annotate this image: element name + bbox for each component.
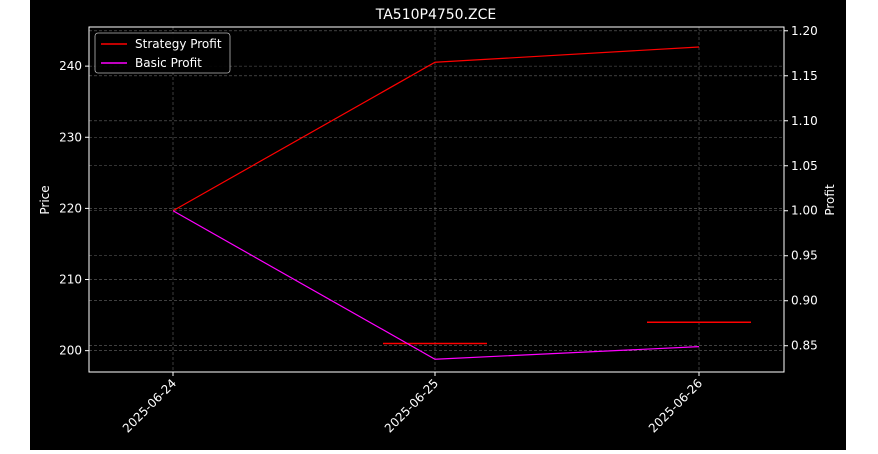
series-line-basic-profit: [172, 210, 700, 360]
chart-title: TA510P4750.ZCE: [375, 7, 497, 23]
left-y-tick-label: 230: [59, 130, 82, 144]
chart-svg: TA510P4750.ZCE 2025-06-24 2025-06-25 2025-…: [38, 7, 837, 435]
left-y-tick-label: 220: [59, 201, 82, 215]
legend: Strategy Profit Basic Profit: [94, 32, 231, 74]
right-y-tick-label: 1.05: [791, 159, 818, 173]
right-y-tick-label: 1.20: [791, 24, 818, 38]
plot-frame: [88, 26, 785, 373]
price-bars: [383, 321, 751, 345]
x-tick-label: 2025-06-24: [120, 376, 179, 435]
right-y-tick-label: 1.15: [791, 69, 818, 83]
right-y-tick-label: 0.95: [791, 249, 818, 263]
legend-box: [94, 32, 231, 74]
right-axis-label: Profit: [823, 184, 837, 216]
grid: [89, 27, 784, 372]
right-y-tick-label: 0.85: [791, 339, 818, 353]
right-y-tick-label: 0.90: [791, 294, 818, 308]
right-y-tick-label: 1.10: [791, 114, 818, 128]
chart-figure: TA510P4750.ZCE 2025-06-24 2025-06-25 2025-…: [30, 0, 846, 450]
left-y-tick-label: 240: [59, 59, 82, 73]
right-y-tick-label: 1.00: [791, 204, 818, 218]
x-tick-label: 2025-06-26: [646, 376, 705, 435]
legend-label: Basic Profit: [135, 56, 202, 70]
series-line-strategy-profit: [172, 46, 700, 212]
left-axis-label: Price: [38, 185, 52, 214]
legend-label: Strategy Profit: [135, 37, 222, 51]
left-y-tick-label: 200: [59, 344, 82, 358]
series-lines: [172, 46, 700, 360]
x-tick-label: 2025-06-25: [382, 376, 441, 435]
left-y-tick-label: 210: [59, 273, 82, 287]
